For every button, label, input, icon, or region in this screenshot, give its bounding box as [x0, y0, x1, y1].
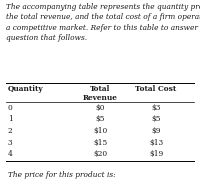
Text: The accompanying table represents the quantity produced,
the total revenue, and : The accompanying table represents the qu…: [6, 3, 200, 42]
Text: Total Cost: Total Cost: [135, 85, 177, 93]
Text: $5: $5: [151, 115, 161, 123]
Text: 2: 2: [8, 127, 13, 135]
Text: $9: $9: [151, 127, 161, 135]
Text: $0: $0: [95, 104, 105, 112]
Text: $13: $13: [149, 139, 163, 147]
Text: $20: $20: [93, 150, 107, 158]
Text: 1: 1: [8, 115, 13, 123]
Text: Revenue: Revenue: [83, 94, 117, 102]
Text: $3: $3: [151, 104, 161, 112]
Text: The price for this product is:: The price for this product is:: [8, 171, 116, 179]
Text: Quantity: Quantity: [8, 85, 44, 93]
Text: $19: $19: [149, 150, 163, 158]
Text: $15: $15: [93, 139, 107, 147]
Text: Total: Total: [90, 85, 110, 93]
Text: 3: 3: [8, 139, 13, 147]
Text: $5: $5: [95, 115, 105, 123]
Text: 0: 0: [8, 104, 13, 112]
Text: $10: $10: [93, 127, 107, 135]
Text: 4: 4: [8, 150, 13, 158]
